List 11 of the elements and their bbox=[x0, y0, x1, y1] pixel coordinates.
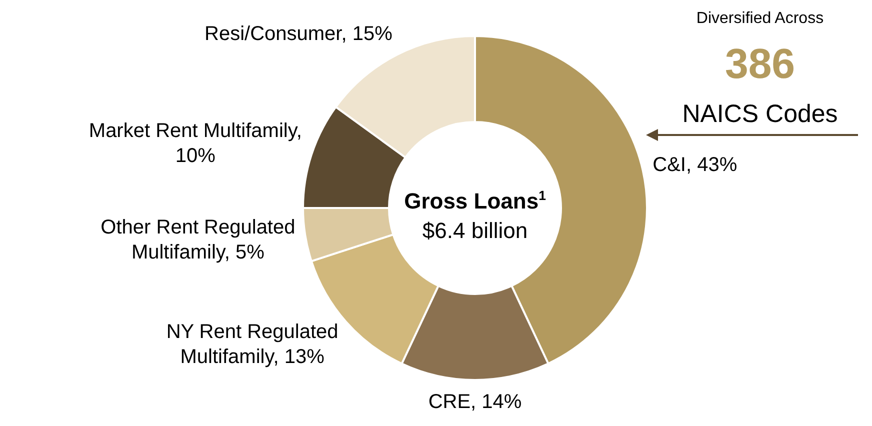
slice-label: Resi/Consumer, 15% bbox=[204, 23, 393, 46]
slice-label: CRE, 14% bbox=[428, 391, 522, 414]
text: Gross Loans$^{1}$ bbox=[404, 188, 546, 214]
text: NAICS Codes bbox=[682, 100, 838, 129]
slice-label: C&I, 43% bbox=[652, 154, 738, 176]
slice-label: Other Rent Regulated Multifamily, 5% bbox=[100, 216, 296, 264]
text: Diversified Across bbox=[696, 10, 824, 28]
text: $6.4 billion bbox=[422, 218, 528, 244]
text: 386 bbox=[724, 40, 796, 88]
slice-label: Market Rent Multifamily, 10% bbox=[88, 120, 302, 168]
slice-label: NY Rent Regulated Multifamily, 13% bbox=[166, 320, 338, 368]
